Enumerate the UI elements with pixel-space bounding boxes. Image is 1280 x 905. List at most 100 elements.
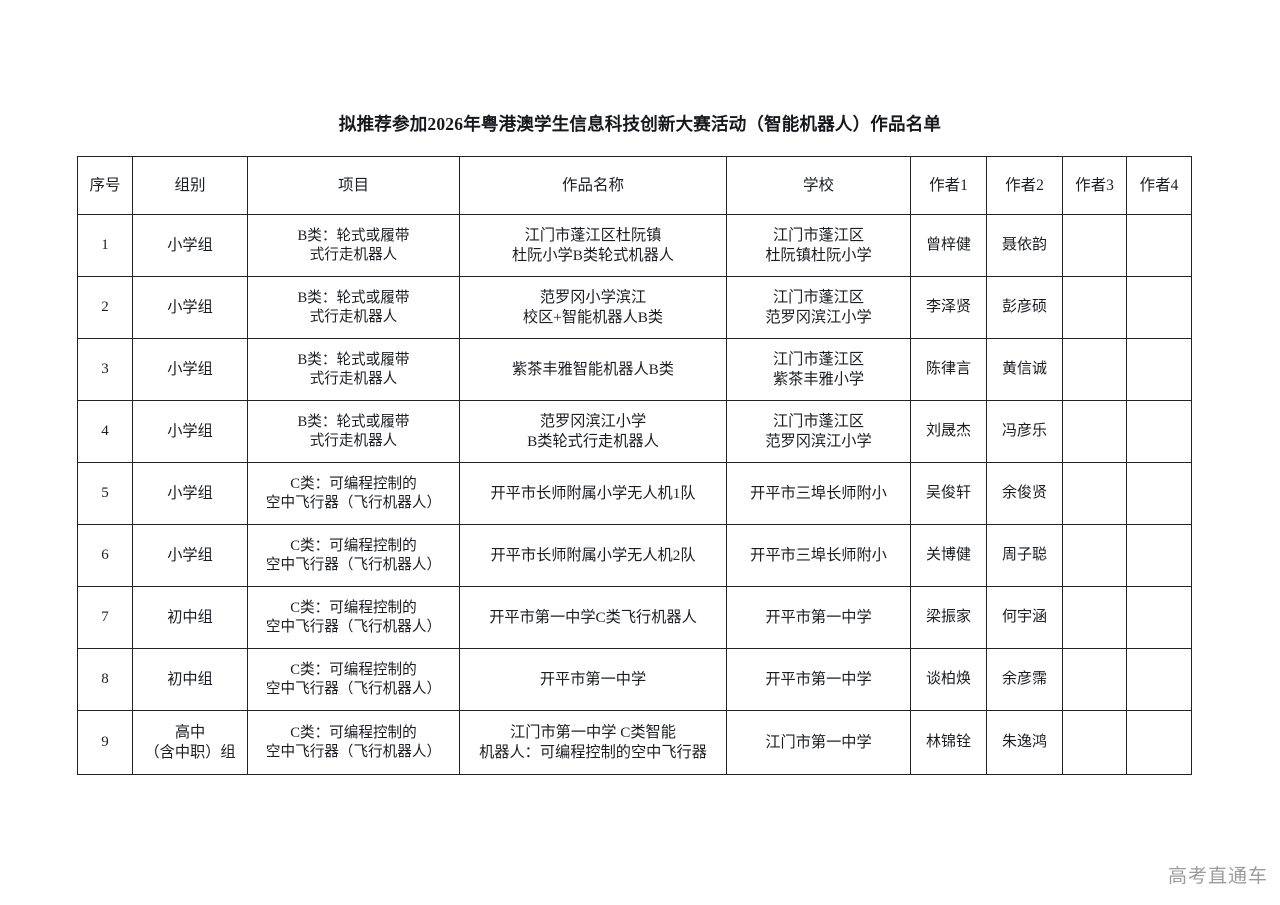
cell-work: 开平市长师附属小学无人机2队 bbox=[459, 524, 727, 587]
cell-author2: 冯彦乐 bbox=[986, 400, 1063, 463]
cell-work-line: 开平市第一中学C类飞行机器人 bbox=[489, 608, 697, 626]
cell-work-line: 江门市蓬江区杜阮镇 bbox=[524, 227, 662, 245]
cell-project: C类：可编程控制的空中飞行器（飞行机器人） bbox=[247, 586, 460, 649]
cell-project-line: 式行走机器人 bbox=[309, 370, 398, 387]
cell-school: 开平市三埠长师附小 bbox=[726, 524, 911, 587]
column-header-index: 序号 bbox=[77, 156, 133, 215]
cell-group-line: （含中职）组 bbox=[144, 743, 236, 761]
cell-author1: 陈律言 bbox=[910, 338, 987, 401]
cell-project-line: 空中飞行器（飞行机器人） bbox=[265, 743, 442, 760]
table-body: 1 小学组 B类：轮式或履带 式行走机器人 江门市蓬江区杜阮镇 杜阮小学B类轮式机器人 江门… bbox=[77, 214, 1192, 775]
cell-school: 江门市第一中学 bbox=[726, 710, 911, 775]
cell-work-line: 江门市第一中学 C类智能 bbox=[510, 724, 676, 742]
cell-work-line: 开平市长师附属小学无人机2队 bbox=[490, 546, 696, 564]
cell-project: B类：轮式或履带 式行走机器人 bbox=[247, 400, 460, 463]
cell-project: C类：可编程控制的 空中飞行器（飞行机器人） bbox=[247, 648, 460, 711]
cell-index: 6 bbox=[77, 524, 133, 587]
cell-school-line: 范罗冈滨江小学 bbox=[765, 308, 872, 326]
cell-group: 小学组 bbox=[132, 214, 248, 277]
cell-project-line: C类：可编程控制的 bbox=[290, 724, 417, 741]
cell-author1: 梁振家 bbox=[910, 586, 987, 649]
cell-author4 bbox=[1126, 276, 1192, 339]
cell-author1: 李泽贤 bbox=[910, 276, 987, 339]
cell-project-line: B类：轮式或履带 bbox=[297, 413, 410, 430]
cell-group: 小学组 bbox=[132, 462, 248, 525]
cell-author3 bbox=[1062, 710, 1127, 775]
cell-school: 开平市三埠长师附小 bbox=[726, 462, 911, 525]
cell-author2: 黄信诚 bbox=[986, 338, 1063, 401]
table-header-row: 序号 组别 项目 作品名称 学校 作者1 作者2 作者3 作者4 bbox=[77, 156, 1192, 215]
cell-project-line: C类：可编程控制的 bbox=[290, 599, 417, 616]
cell-author2: 余俊贤 bbox=[986, 462, 1063, 525]
column-header-author3: 作者3 bbox=[1062, 156, 1127, 215]
table-row: 9 高中 （含中职）组 C类：可编程控制的 空中飞行器（飞行机器人） 江门市第一中学 C类… bbox=[77, 710, 1192, 775]
column-header-work: 作品名称 bbox=[459, 156, 727, 215]
cell-school-line: 紫茶丰雅小学 bbox=[772, 370, 865, 388]
page-title: 拟推荐参加2026年粤港澳学生信息科技创新大赛活动（智能机器人）作品名单 bbox=[338, 114, 942, 134]
cell-work: 开平市第一中学 bbox=[459, 648, 727, 711]
table-row: 5 小学组 C类：可编程控制的 空中飞行器（飞行机器人） 开平市长师附属小学无人机1队 开… bbox=[77, 462, 1192, 525]
cell-group: 小学组 bbox=[132, 276, 248, 339]
cell-school-line: 开平市第一中学 bbox=[765, 670, 872, 688]
cell-school-line: 江门市第一中学 bbox=[765, 733, 872, 751]
cell-group: 初中组 bbox=[132, 586, 248, 649]
cell-project-line: B类：轮式或履带 bbox=[297, 289, 410, 306]
cell-project-line: 空中飞行器（飞行机器人） bbox=[265, 618, 442, 635]
cell-author4 bbox=[1126, 524, 1192, 587]
cell-project-line: 空中飞行器（飞行机器人） bbox=[265, 680, 442, 697]
cell-work-line: 开平市第一中学 bbox=[539, 670, 647, 688]
cell-school: 江门市蓬江区 范罗冈滨江小学 bbox=[726, 276, 911, 339]
listing-table-container: 序号 组别 项目 作品名称 学校 作者1 作者2 作者3 作者4 1 小学组 B类：… bbox=[77, 156, 1192, 775]
column-header-author1: 作者1 bbox=[910, 156, 987, 215]
cell-index: 1 bbox=[77, 214, 133, 277]
cell-school-line: 开平市三埠长师附小 bbox=[750, 484, 887, 502]
cell-school-line: 范罗冈滨江小学 bbox=[765, 432, 872, 450]
cell-project-line: B类：轮式或履带 bbox=[297, 351, 410, 368]
cell-school: 江门市蓬江区 范罗冈滨江小学 bbox=[726, 400, 911, 463]
cell-school: 江门市蓬江区 杜阮镇杜阮小学 bbox=[726, 214, 911, 277]
column-header-author2: 作者2 bbox=[986, 156, 1063, 215]
cell-project-line: B类：轮式或履带 bbox=[297, 227, 410, 244]
cell-author2: 何宇涵 bbox=[986, 586, 1063, 649]
cell-school-line: 杜阮镇杜阮小学 bbox=[765, 246, 872, 264]
cell-school-line: 江门市蓬江区 bbox=[772, 413, 865, 431]
cell-project: C类：可编程控制的空中飞行器（飞行机器人） bbox=[247, 710, 460, 775]
cell-author3 bbox=[1062, 524, 1127, 587]
cell-group-line: 小学组 bbox=[167, 484, 213, 502]
cell-group-line: 小学组 bbox=[167, 298, 213, 316]
cell-work: 紫茶丰雅智能机器人B类 bbox=[459, 338, 727, 401]
cell-school-line: 开平市三埠长师附小 bbox=[750, 546, 887, 564]
cell-index: 5 bbox=[77, 462, 133, 525]
cell-group-line: 高中 bbox=[174, 724, 206, 742]
cell-author4 bbox=[1126, 586, 1192, 649]
cell-author1: 吴俊轩 bbox=[910, 462, 987, 525]
cell-group-line: 小学组 bbox=[167, 422, 213, 440]
cell-author3 bbox=[1062, 276, 1127, 339]
cell-author1: 关博健 bbox=[910, 524, 987, 587]
cell-school-line: 开平市第一中学 bbox=[765, 608, 872, 626]
watermark-label: 高考直通车 bbox=[1167, 865, 1268, 887]
table-row: 3 小学组 B类：轮式或履带 式行走机器人 紫茶丰雅智能机器人B类 江门市蓬江区 紫茶丰雅小… bbox=[77, 338, 1192, 401]
cell-work: 开平市第一中学C类飞行机器人 bbox=[459, 586, 727, 649]
cell-author4 bbox=[1126, 338, 1192, 401]
cell-author4 bbox=[1126, 214, 1192, 277]
column-header-group: 组别 bbox=[132, 156, 248, 215]
cell-index: 8 bbox=[77, 648, 133, 711]
cell-group: 初中组 bbox=[132, 648, 248, 711]
cell-work-line: 范罗冈滨江小学 bbox=[539, 413, 647, 431]
cell-index: 4 bbox=[77, 400, 133, 463]
cell-group-line: 初中组 bbox=[167, 670, 213, 688]
column-header-author4: 作者4 bbox=[1126, 156, 1192, 215]
cell-index: 2 bbox=[77, 276, 133, 339]
cell-work: 开平市长师附属小学无人机1队 bbox=[459, 462, 727, 525]
cell-project: C类：可编程控制的 空中飞行器（飞行机器人） bbox=[247, 524, 460, 587]
cell-author2: 余彦霈 bbox=[986, 648, 1063, 711]
cell-project-line: C类：可编程控制的 bbox=[290, 537, 417, 554]
cell-author1: 谈柏焕 bbox=[910, 648, 987, 711]
cell-project-line: 式行走机器人 bbox=[309, 308, 398, 325]
cell-author3 bbox=[1062, 338, 1127, 401]
cell-author3 bbox=[1062, 400, 1127, 463]
cell-school-line: 江门市蓬江区 bbox=[772, 351, 865, 369]
cell-school: 开平市第一中学 bbox=[726, 648, 911, 711]
cell-group-line: 小学组 bbox=[167, 360, 213, 378]
